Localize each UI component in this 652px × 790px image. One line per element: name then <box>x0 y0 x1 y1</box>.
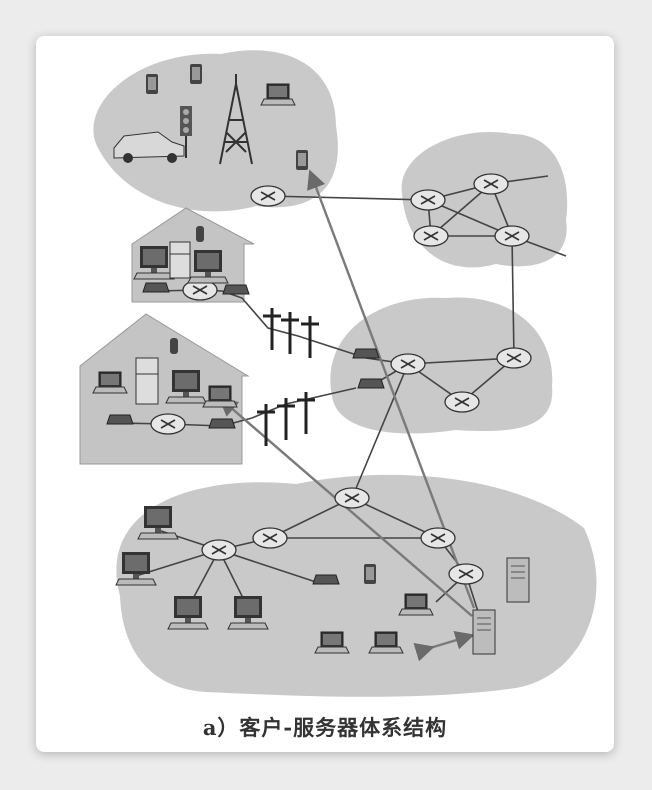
desktop-icon <box>165 369 207 404</box>
modem-icon <box>222 284 250 295</box>
modem-icon <box>106 414 134 425</box>
car-icon <box>113 131 185 163</box>
traffic-light-icon <box>180 106 192 158</box>
refrigerator-icon <box>169 241 191 279</box>
mobile-network-cloud <box>93 50 338 212</box>
desktop-icon <box>115 551 157 586</box>
network-diagram <box>79 50 597 697</box>
modem-icon <box>312 574 340 585</box>
router-icon <box>448 563 484 585</box>
router-icon <box>334 487 370 509</box>
figure-caption: a）客户-服务器体系结构 <box>202 715 448 740</box>
router-icon <box>250 185 286 207</box>
router-icon <box>150 413 186 435</box>
router-icon <box>413 225 449 247</box>
figure-card: a）客户-服务器体系结构 <box>36 36 614 752</box>
desktop-icon <box>133 245 175 280</box>
phone-icon <box>146 74 158 94</box>
desktop-icon <box>227 595 269 630</box>
utility-pole-icon <box>261 306 283 352</box>
desktop-icon <box>187 249 229 284</box>
router-icon <box>420 527 456 549</box>
router-icon <box>390 353 426 375</box>
modem-icon <box>357 378 385 389</box>
desktop-icon <box>137 505 179 540</box>
server-icon <box>506 557 530 603</box>
modem-icon <box>208 418 236 429</box>
router-icon <box>201 539 237 561</box>
server-icon <box>472 609 496 655</box>
router-icon <box>496 347 532 369</box>
modem-icon <box>352 348 380 359</box>
phone-icon <box>190 64 202 84</box>
refrigerator-icon <box>135 357 159 405</box>
home-network-2 <box>79 313 250 465</box>
utility-pole-icon <box>299 314 321 360</box>
utility-pole-icon <box>275 396 297 442</box>
router-icon <box>410 189 446 211</box>
router-icon <box>444 391 480 413</box>
thermometer-icon <box>170 338 178 354</box>
phone-icon <box>364 564 376 584</box>
modem-icon <box>142 282 170 293</box>
phone-icon <box>296 150 308 170</box>
cell-tower-icon <box>219 74 253 165</box>
router-icon <box>494 225 530 247</box>
thermometer-icon <box>196 226 204 242</box>
regional-isp-cloud <box>330 297 553 434</box>
router-icon <box>473 173 509 195</box>
router-icon <box>252 527 288 549</box>
desktop-icon <box>167 595 209 630</box>
